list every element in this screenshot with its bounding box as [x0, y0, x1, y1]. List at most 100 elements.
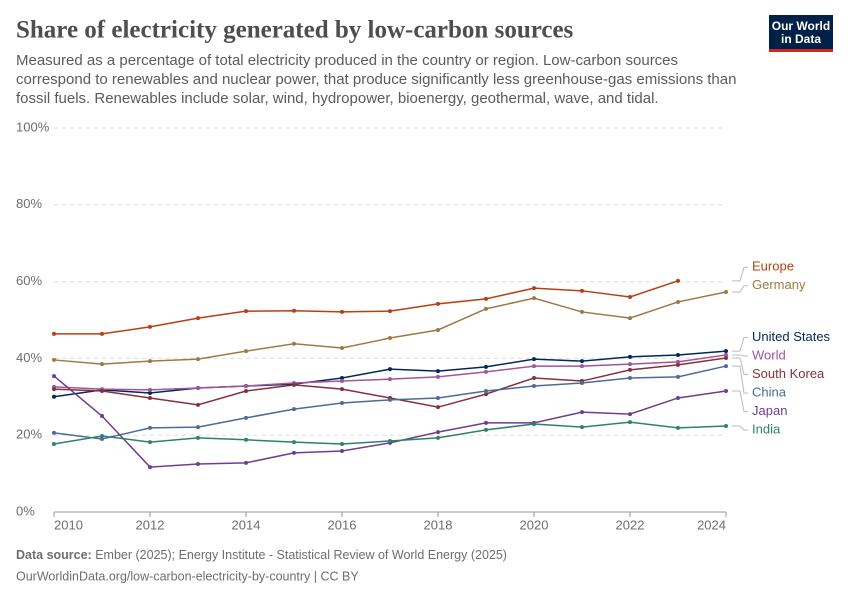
- subtitle: correspond to renewables and nuclear pow…: [16, 71, 736, 88]
- legend-connector: [732, 425, 748, 431]
- point: [580, 364, 584, 369]
- y-tick-label: 80%: [16, 196, 42, 211]
- point: [196, 385, 200, 390]
- point: [676, 425, 680, 430]
- point: [436, 435, 440, 440]
- point: [484, 296, 488, 301]
- point: [436, 327, 440, 332]
- point: [100, 331, 104, 336]
- point: [436, 374, 440, 379]
- point: [724, 289, 728, 294]
- point: [676, 374, 680, 379]
- point: [532, 296, 536, 301]
- point: [100, 362, 104, 367]
- point: [676, 352, 680, 357]
- point: [484, 306, 488, 311]
- point: [148, 359, 152, 364]
- point: [100, 437, 104, 442]
- point: [196, 402, 200, 407]
- point: [436, 369, 440, 374]
- point: [52, 430, 56, 435]
- point: [196, 462, 200, 466]
- point: [340, 448, 344, 453]
- point: [340, 309, 344, 314]
- legend-connector: [732, 354, 748, 357]
- y-tick-label: 100%: [16, 119, 50, 134]
- point: [100, 414, 104, 418]
- point: [724, 423, 728, 428]
- subtitle: Measured as a percentage of total electr…: [16, 52, 678, 69]
- x-tick-label: 2018: [424, 517, 453, 532]
- legend-label: United States: [752, 329, 831, 344]
- point: [52, 331, 56, 336]
- x-tick-label: 2020: [520, 517, 549, 532]
- line: [53, 365, 727, 440]
- point: [484, 364, 488, 369]
- legend-connector: [732, 390, 748, 412]
- series: [52, 374, 728, 470]
- source: Data source: Ember (2025); Energy Instit…: [16, 548, 507, 562]
- legend-connector: [732, 365, 748, 394]
- point: [52, 387, 56, 392]
- point: [628, 362, 632, 367]
- series: [52, 289, 728, 367]
- logo-text: in Data: [781, 32, 821, 46]
- series: [52, 420, 728, 447]
- legend-connector: [732, 266, 748, 282]
- legend-label: Japan: [752, 403, 787, 418]
- legend-label: India: [752, 421, 781, 436]
- logo[interactable]: Our World in Data: [769, 15, 833, 52]
- point: [628, 412, 632, 417]
- point: [532, 364, 536, 369]
- chart-title: Share of electricity generated by low-ca…: [16, 17, 574, 44]
- x-tick-label: 2016: [328, 517, 357, 532]
- point: [244, 309, 248, 314]
- point: [196, 425, 200, 430]
- point: [580, 425, 584, 430]
- x-tick-label: 2010: [54, 517, 83, 532]
- point: [580, 359, 584, 364]
- legend-label: Europe: [752, 259, 794, 274]
- point: [628, 354, 632, 359]
- point: [52, 442, 56, 447]
- subtitle: fossil fuels. Renewables include solar, …: [16, 90, 659, 107]
- point: [52, 357, 56, 362]
- point: [292, 308, 296, 313]
- point: [148, 440, 152, 445]
- line: [53, 291, 727, 365]
- legend-label: Germany: [752, 277, 806, 292]
- y-tick-label: 0%: [16, 503, 35, 518]
- point: [340, 379, 344, 384]
- legend-label: China: [752, 384, 787, 399]
- point: [340, 387, 344, 392]
- point: [676, 299, 680, 304]
- point: [580, 309, 584, 314]
- point: [52, 374, 56, 379]
- legend-connector: [732, 357, 748, 375]
- point: [580, 410, 584, 415]
- point: [532, 375, 536, 380]
- point: [484, 389, 488, 394]
- point: [628, 420, 632, 425]
- point: [532, 286, 536, 291]
- point: [148, 465, 152, 470]
- point: [340, 375, 344, 380]
- source-label: Data source:: [16, 548, 92, 562]
- x-tick-label: 2022: [616, 517, 645, 532]
- series: [52, 349, 728, 399]
- point: [388, 438, 392, 443]
- point: [148, 390, 152, 395]
- point: [148, 425, 152, 430]
- point: [244, 384, 248, 389]
- point: [628, 316, 632, 321]
- point: [676, 359, 680, 364]
- x-tick-label: 2012: [136, 517, 165, 532]
- point: [724, 356, 728, 361]
- point: [484, 392, 488, 397]
- point: [340, 346, 344, 351]
- source-text: Ember (2025); Energy Institute - Statist…: [95, 548, 507, 562]
- logo-bg: [769, 15, 833, 52]
- point: [484, 427, 488, 432]
- point: [148, 387, 152, 392]
